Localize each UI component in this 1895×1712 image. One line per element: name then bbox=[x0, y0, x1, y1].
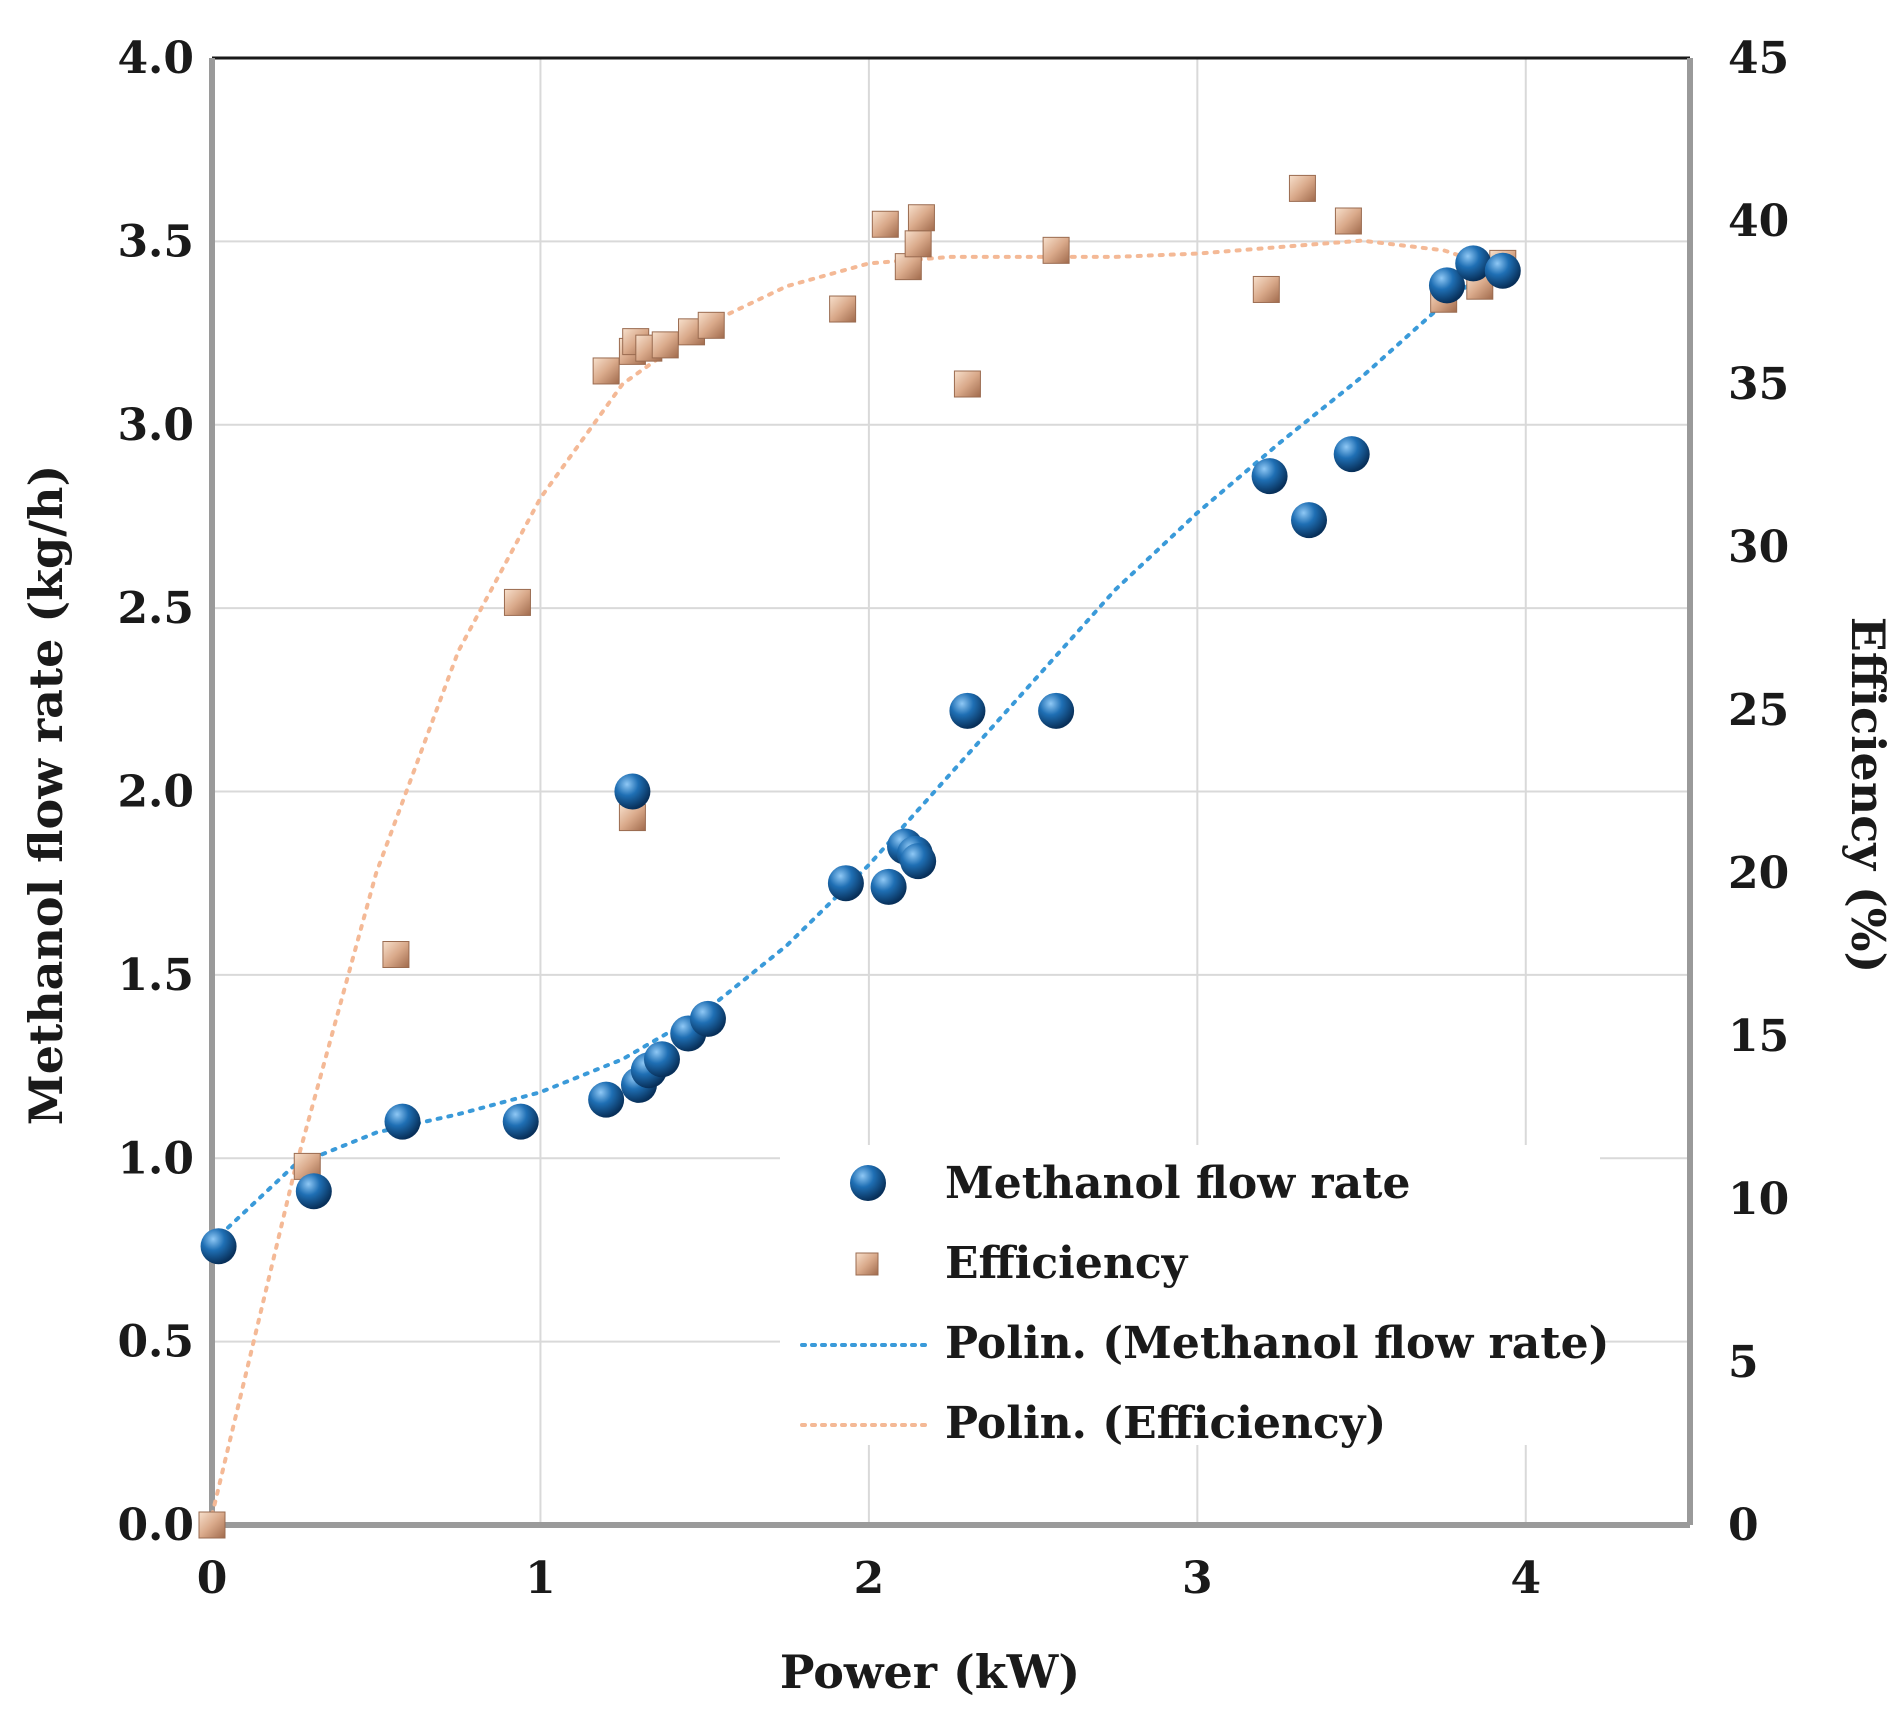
x-tick-label: 4 bbox=[1510, 1553, 1541, 1604]
methanol-point bbox=[384, 1103, 421, 1140]
methanol-point bbox=[1484, 252, 1521, 289]
methanol-point bbox=[614, 773, 651, 810]
y-right-tick-label: 15 bbox=[1728, 1011, 1789, 1062]
efficiency-point bbox=[871, 210, 899, 238]
y-right-tick-label: 10 bbox=[1728, 1174, 1789, 1225]
efficiency-point bbox=[382, 941, 410, 968]
y-left-tick-label: 2.0 bbox=[117, 767, 194, 818]
efficiency-point bbox=[953, 370, 981, 398]
methanol-point bbox=[643, 1041, 680, 1078]
x-tick-label: 3 bbox=[1182, 1553, 1213, 1604]
methanol-point bbox=[949, 692, 986, 729]
methanol-point bbox=[1333, 436, 1370, 473]
methanol-point bbox=[1428, 267, 1465, 304]
legend-label-methanol-fit: Polin. (Methanol flow rate) bbox=[945, 1318, 1609, 1369]
x-tick-label: 2 bbox=[854, 1553, 885, 1604]
y-left-tick-label: 0.5 bbox=[117, 1317, 194, 1368]
y-left-axis-title: Methanol flow rate (kg/h) bbox=[19, 465, 73, 1125]
efficiency-fit-line bbox=[210, 238, 1505, 1518]
efficiency-point bbox=[907, 204, 935, 232]
efficiency-point bbox=[697, 311, 725, 339]
y-left-tick-label: 3.0 bbox=[117, 400, 194, 451]
y-left-tick-label: 1.5 bbox=[117, 950, 194, 1001]
efficiency-point bbox=[1042, 236, 1070, 264]
methanol-point bbox=[200, 1228, 237, 1265]
methanol-point bbox=[502, 1103, 539, 1140]
tick-labels: 0.00.51.01.52.02.53.03.54.00 1 2 3 405101520… bbox=[117, 33, 1789, 1604]
methanol-point bbox=[1455, 245, 1492, 282]
methanol-point bbox=[827, 865, 864, 902]
y-left-tick-label: 3.5 bbox=[117, 216, 194, 267]
legend-marker-efficiency bbox=[855, 1252, 879, 1276]
efficiency-point bbox=[829, 295, 857, 323]
methanol-point bbox=[1251, 458, 1288, 495]
y-right-tick-label: 25 bbox=[1728, 685, 1789, 736]
efficiency-point bbox=[651, 331, 679, 359]
y-right-tick-label: 30 bbox=[1728, 522, 1789, 573]
methanol-point bbox=[588, 1081, 625, 1118]
methanol-point bbox=[870, 868, 907, 905]
y-right-tick-label: 20 bbox=[1728, 848, 1789, 899]
methanol-fit-line bbox=[210, 257, 1505, 1245]
legend-label-efficiency: Efficiency bbox=[945, 1238, 1189, 1289]
y-left-tick-label: 2.5 bbox=[117, 583, 194, 634]
efficiency-point bbox=[1334, 207, 1362, 235]
data-points bbox=[198, 174, 1521, 1539]
y-right-tick-label: 0 bbox=[1728, 1500, 1759, 1551]
y-right-tick-label: 5 bbox=[1728, 1337, 1759, 1388]
methanol-point bbox=[295, 1173, 332, 1210]
efficiency-point bbox=[894, 253, 922, 281]
efficiency-point bbox=[198, 1511, 226, 1539]
legend-label-efficiency-fit: Polin. (Efficiency) bbox=[945, 1398, 1386, 1449]
methanol-point bbox=[689, 1000, 726, 1037]
efficiency-point bbox=[503, 588, 531, 616]
y-right-axis-title: Efficiency (%) bbox=[1841, 617, 1895, 973]
efficiency-point bbox=[592, 357, 620, 385]
y-left-tick-label: 0.0 bbox=[117, 1500, 194, 1551]
legend-background bbox=[780, 1145, 1600, 1445]
y-left-tick-label: 1.0 bbox=[117, 1133, 194, 1184]
x-axis-title: Power (kW) bbox=[780, 1645, 1080, 1699]
trend-lines bbox=[210, 238, 1505, 1518]
y-right-tick-label: 45 bbox=[1728, 33, 1789, 84]
efficiency-point bbox=[1252, 275, 1280, 303]
methanol-point bbox=[1038, 692, 1075, 729]
efficiency-point bbox=[1288, 174, 1316, 202]
x-tick-label: 0 bbox=[197, 1553, 228, 1604]
y-left-tick-label: 4.0 bbox=[117, 33, 194, 84]
x-tick-label: 1 bbox=[525, 1553, 556, 1604]
y-right-tick-label: 40 bbox=[1728, 196, 1789, 247]
legend-marker-methanol bbox=[850, 1165, 886, 1201]
efficiency-point bbox=[904, 230, 932, 258]
methanol-point bbox=[900, 843, 937, 880]
legend: Methanol flow rate Efficiency Polin. (Me… bbox=[780, 1145, 1609, 1449]
y-right-tick-label: 35 bbox=[1728, 359, 1789, 410]
axes bbox=[209, 56, 1693, 1528]
methanol-point bbox=[1291, 502, 1328, 539]
legend-label-methanol: Methanol flow rate bbox=[945, 1158, 1410, 1209]
